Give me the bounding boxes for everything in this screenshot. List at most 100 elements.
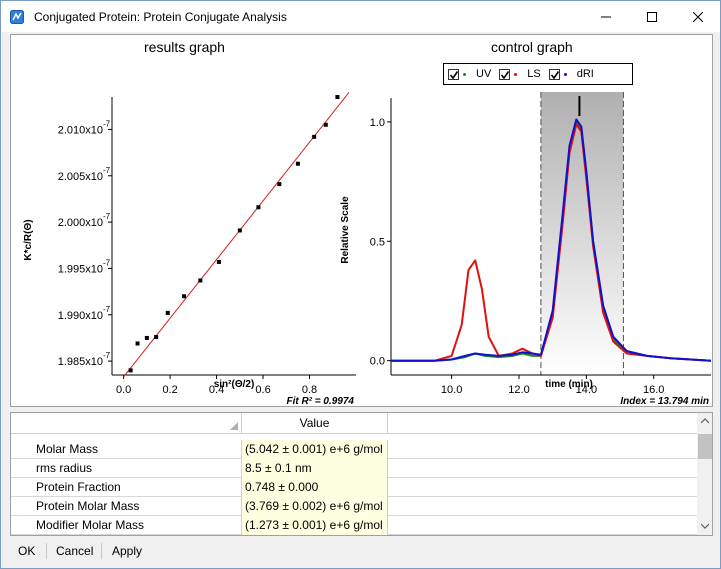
table-row[interactable]: rms radius 8.5 ± 0.1 nm: [11, 459, 697, 478]
row-value-cell[interactable]: (3.769 ± 0.002) e+6 g/mol: [242, 497, 388, 516]
table-scrollbar[interactable]: [697, 413, 712, 535]
legend-item-ls[interactable]: LS: [499, 68, 544, 80]
close-icon: [693, 11, 703, 22]
control-graph[interactable]: 0.0 0.5 1.0 10.0 12.0 14.0 16.0 time (min) Relat…: [340, 90, 713, 408]
y-tick-label: 0.0: [370, 356, 385, 368]
graph-area: results graph control graph UV LS dRI 1.…: [10, 34, 713, 407]
scroll-down-icon[interactable]: [701, 523, 709, 529]
header-corner[interactable]: [11, 413, 242, 434]
window-title: Conjugated Protein: Protein Conjugate An…: [34, 10, 287, 24]
ls-checkbox[interactable]: [499, 68, 511, 80]
y-tick-label: 2.010x10: [58, 124, 103, 136]
minimize-icon: [601, 16, 611, 17]
y-tick-exponent: -7: [103, 351, 111, 360]
y-tick-label: 2.000x10: [58, 217, 103, 229]
x-tick-label: 0.8: [302, 384, 317, 396]
y-tick-label: 1.985x10: [58, 356, 103, 368]
data-point: [237, 228, 242, 233]
y-tick-label: 1.995x10: [58, 263, 103, 275]
cancel-button[interactable]: Cancel: [56, 544, 94, 558]
title-bar[interactable]: Conjugated Protein: Protein Conjugate An…: [1, 1, 720, 32]
uv-color-swatch: [463, 72, 466, 76]
button-separator: [46, 543, 47, 559]
app-icon: [10, 10, 24, 24]
x-tick-label: 0.0: [116, 384, 131, 396]
dri-checkbox[interactable]: [548, 68, 560, 80]
y-tick-exponent: -7: [103, 305, 111, 314]
y-tick-exponent: -7: [103, 166, 111, 175]
x-tick-label: 16.0: [643, 384, 664, 396]
x-tick-label: 0.4: [209, 384, 224, 396]
ok-button[interactable]: OK: [18, 544, 36, 558]
series-dri-line: [391, 118, 712, 362]
data-point: [144, 335, 149, 340]
y-tick-label: 2.005x10: [58, 171, 103, 183]
y-tick-exponent: -7: [103, 212, 111, 221]
maximize-button[interactable]: [629, 1, 675, 32]
x-tick-label: 12.0: [508, 384, 529, 396]
data-point: [216, 259, 221, 264]
close-button[interactable]: [675, 1, 721, 32]
row-name-cell: Protein Molar Mass: [11, 497, 242, 516]
data-point: [165, 310, 170, 315]
data-point: [256, 205, 261, 210]
check-icon: [501, 70, 510, 79]
dri-legend-label: dRI: [576, 68, 594, 80]
y-tick-label: 1.990x10: [58, 310, 103, 322]
data-point: [335, 95, 340, 99]
row-value-cell[interactable]: (5.042 ± 0.001) e+6 g/mol: [242, 440, 388, 459]
fit-r2-label: Fit R² = 0.9974: [286, 396, 354, 407]
y-tick-exponent: -7: [103, 258, 111, 267]
ls-color-swatch: [514, 72, 518, 76]
table-row[interactable]: Molar Mass (5.042 ± 0.001) e+6 g/mol: [11, 440, 697, 459]
data-point: [198, 278, 203, 283]
x-tick-label: 0.2: [162, 384, 177, 396]
y-tick-exponent: -7: [103, 119, 111, 128]
legend-item-uv[interactable]: UV: [448, 68, 495, 80]
data-point: [128, 368, 133, 373]
results-table: Value Molar Mass (5.042 ± 0.001) e+6 g/mo…: [10, 412, 713, 536]
control-graph-legend: UV LS dRI: [443, 63, 633, 85]
dri-color-swatch: [563, 72, 567, 76]
index-label: Index = 13.794 min: [620, 396, 709, 407]
check-icon: [550, 70, 559, 79]
table-row[interactable]: Protein Fraction 0.748 ± 0.000: [11, 478, 697, 497]
legend-item-dri[interactable]: dRI: [548, 68, 598, 80]
data-point: [277, 182, 282, 187]
maximize-icon: [647, 11, 657, 22]
data-point: [295, 161, 300, 166]
minimize-button[interactable]: [583, 1, 629, 32]
table-row[interactable]: Modifier Molar Mass (1.273 ± 0.001) e+6 g…: [11, 516, 697, 535]
scroll-thumb[interactable]: [698, 434, 712, 459]
series-ls-line: [391, 123, 712, 362]
row-value-cell[interactable]: 0.748 ± 0.000: [242, 478, 388, 497]
apply-button[interactable]: Apply: [112, 544, 143, 558]
row-name-cell: Molar Mass: [11, 440, 242, 459]
button-bar: OK Cancel Apply: [1, 537, 720, 568]
y-axis-label: K*c/R(Θ): [23, 219, 34, 260]
fit-line: [123, 92, 350, 378]
data-point: [182, 294, 187, 299]
results-graph-title: results graph: [144, 39, 225, 55]
results-graph[interactable]: 1.985x10-71.990x10-71.995x10-72.000x10-7…: [11, 90, 363, 408]
data-point: [312, 134, 317, 139]
uv-checkbox[interactable]: [448, 68, 459, 80]
row-name-cell: rms radius: [11, 459, 242, 478]
y-tick-label: 1.0: [370, 117, 385, 129]
y-axis-label: Relative Scale: [340, 196, 351, 264]
button-separator: [101, 543, 102, 559]
sort-corner-icon: [230, 422, 238, 430]
value-column-header[interactable]: Value: [242, 413, 388, 434]
table-row[interactable]: Protein Molar Mass (3.769 ± 0.002) e+6 g/…: [11, 497, 697, 516]
table-header: Value: [11, 413, 697, 434]
check-icon: [449, 70, 459, 79]
uv-legend-label: UV: [476, 68, 492, 80]
x-axis-label: sin²(Θ/2): [214, 379, 255, 390]
row-value-cell[interactable]: 8.5 ± 0.1 nm: [242, 459, 388, 478]
x-tick-label: 10.0: [441, 384, 462, 396]
row-value-cell[interactable]: (1.273 ± 0.001) e+6 g/mol: [242, 516, 388, 535]
ls-legend-label: LS: [527, 68, 541, 80]
x-tick-label: 0.6: [255, 384, 270, 396]
scroll-up-icon[interactable]: [701, 418, 709, 424]
data-point: [323, 122, 328, 127]
